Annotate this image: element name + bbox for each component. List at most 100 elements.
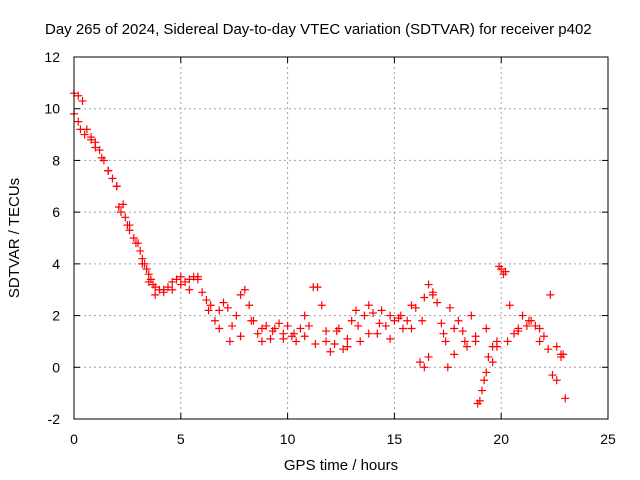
data-point bbox=[119, 200, 128, 209]
data-point bbox=[398, 324, 407, 333]
data-point bbox=[396, 311, 405, 320]
data-point bbox=[112, 182, 121, 191]
data-point bbox=[144, 277, 153, 286]
data-point bbox=[225, 337, 234, 346]
data-point bbox=[450, 324, 459, 333]
data-point bbox=[518, 311, 527, 320]
data-point bbox=[228, 321, 237, 330]
data-point bbox=[524, 316, 533, 325]
data-point bbox=[356, 337, 365, 346]
data-point bbox=[407, 301, 416, 310]
data-point bbox=[87, 135, 96, 144]
data-point bbox=[437, 319, 446, 328]
y-tick-label: 6 bbox=[52, 204, 60, 220]
y-tick-label: 2 bbox=[52, 308, 60, 324]
y-tick-label: 12 bbox=[44, 49, 60, 65]
data-point bbox=[114, 202, 123, 211]
data-point bbox=[144, 270, 153, 279]
data-point bbox=[386, 334, 395, 343]
data-point bbox=[326, 347, 335, 356]
axis-ticks: 0 5 10 15 20 25 -2 0 2 4 6 8 10 12 bbox=[44, 49, 616, 447]
data-point bbox=[95, 146, 104, 155]
data-point bbox=[97, 153, 106, 162]
data-point bbox=[215, 306, 224, 315]
data-point bbox=[74, 117, 83, 126]
data-point bbox=[74, 91, 83, 100]
data-point bbox=[514, 327, 523, 336]
data-point bbox=[407, 324, 416, 333]
data-point bbox=[247, 316, 256, 325]
data-point bbox=[232, 311, 241, 320]
x-tick-label: 10 bbox=[280, 431, 296, 447]
data-point bbox=[535, 324, 544, 333]
data-point bbox=[454, 316, 463, 325]
data-point bbox=[176, 272, 185, 281]
data-point bbox=[168, 277, 177, 286]
data-point bbox=[482, 368, 491, 377]
data-point bbox=[129, 234, 138, 242]
data-point bbox=[172, 275, 181, 284]
data-point bbox=[76, 125, 85, 134]
y-tick-label: 8 bbox=[52, 152, 60, 168]
data-point bbox=[198, 288, 207, 297]
data-point bbox=[552, 342, 561, 351]
data-point bbox=[131, 239, 140, 248]
data-point bbox=[80, 130, 89, 139]
data-point bbox=[245, 301, 254, 310]
data-point bbox=[181, 277, 190, 286]
data-point bbox=[439, 329, 448, 338]
data-point bbox=[460, 337, 469, 346]
data-point bbox=[202, 296, 211, 305]
data-point bbox=[546, 290, 555, 299]
data-point bbox=[253, 329, 262, 338]
data-point bbox=[108, 174, 117, 183]
data-point bbox=[386, 311, 395, 320]
data-point bbox=[176, 280, 185, 289]
data-point bbox=[424, 352, 433, 361]
data-point bbox=[168, 285, 177, 294]
data-point bbox=[257, 337, 266, 346]
data-point bbox=[433, 298, 442, 307]
x-tick-label: 20 bbox=[493, 431, 509, 447]
data-point bbox=[503, 337, 512, 346]
data-point bbox=[499, 270, 508, 279]
data-point bbox=[292, 337, 301, 346]
data-point bbox=[552, 376, 561, 385]
data-point bbox=[116, 208, 125, 217]
data-point bbox=[151, 283, 160, 292]
data-point bbox=[484, 352, 493, 361]
data-point bbox=[300, 332, 309, 341]
data-point bbox=[364, 301, 373, 310]
data-point bbox=[185, 275, 194, 284]
data-point bbox=[236, 332, 245, 341]
data-point bbox=[78, 96, 87, 105]
data-point bbox=[311, 340, 320, 349]
data-point bbox=[441, 337, 450, 346]
data-point bbox=[443, 363, 452, 372]
data-point bbox=[544, 345, 553, 354]
data-point bbox=[364, 329, 373, 338]
data-point bbox=[300, 311, 309, 320]
data-point bbox=[373, 329, 382, 338]
y-axis-label: SDTVAR / TECUs bbox=[6, 178, 23, 298]
data-point bbox=[450, 350, 459, 359]
data-point bbox=[403, 316, 412, 325]
data-point bbox=[505, 301, 514, 310]
data-point bbox=[296, 324, 305, 333]
data-point bbox=[240, 285, 249, 294]
data-point bbox=[535, 337, 544, 346]
data-point bbox=[467, 311, 476, 320]
y-tick-label: 4 bbox=[52, 256, 60, 272]
data-point bbox=[471, 332, 480, 341]
data-point bbox=[360, 311, 369, 320]
data-point bbox=[262, 321, 271, 330]
data-point bbox=[283, 321, 292, 330]
data-point bbox=[495, 262, 504, 271]
data-point bbox=[257, 324, 266, 333]
data-point bbox=[219, 298, 228, 307]
data-point bbox=[343, 342, 352, 351]
y-tick-label: -2 bbox=[48, 411, 61, 427]
data-point bbox=[330, 340, 339, 349]
data-point bbox=[420, 363, 429, 372]
